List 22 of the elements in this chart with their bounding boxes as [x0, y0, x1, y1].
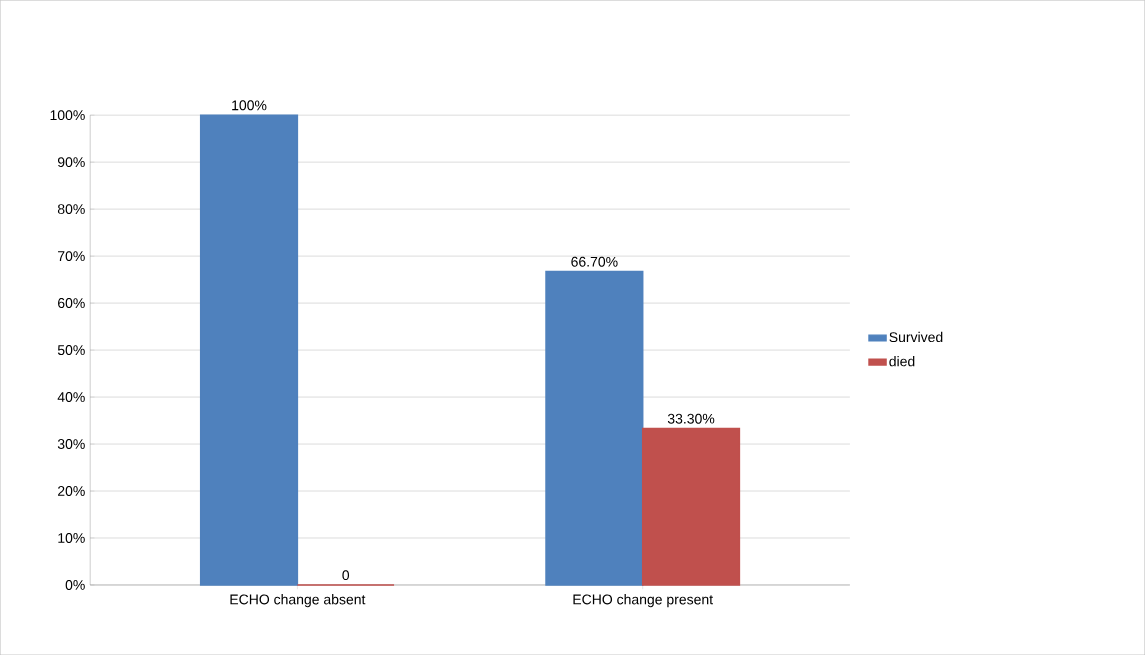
legend-label: died [889, 355, 915, 367]
y-tick-label: 0% [65, 579, 85, 590]
data-label: 66.70% [571, 256, 618, 267]
x-tick-label: ECHO change present [573, 594, 713, 608]
bar [545, 270, 644, 586]
y-tick-label: 60% [58, 298, 85, 308]
bar [199, 114, 299, 586]
y-tick-label: 20% [58, 485, 85, 496]
legend-label: Survived [889, 331, 943, 343]
y-tick-label: 70% [58, 251, 85, 261]
y-tick-label: 90% [57, 157, 85, 168]
data-label: 100% [232, 100, 267, 111]
data-label: 33.30% [667, 413, 715, 424]
y-tick-label: 100% [50, 110, 85, 121]
y-tick-label: 80% [57, 204, 85, 214]
y-tick-label: 30% [57, 439, 85, 449]
y-tick-label: 10% [58, 532, 85, 543]
data-label: 0 [342, 570, 350, 581]
bar [641, 427, 741, 586]
y-tick-label: 40% [57, 392, 85, 402]
x-tick-label: ECHO change absent [230, 594, 366, 608]
y-tick-label: 50% [57, 345, 85, 355]
